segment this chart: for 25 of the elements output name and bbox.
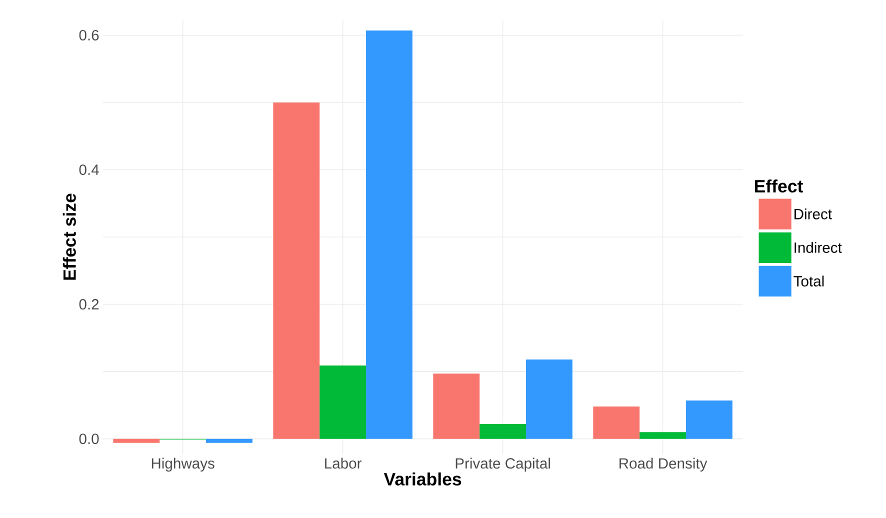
- y-tick-label: 0.6: [79, 30, 99, 41]
- y-tick-label: 0.2: [79, 299, 99, 310]
- x-tick-label: Private Capital: [456, 458, 550, 472]
- bar: [433, 374, 480, 440]
- bar: [320, 366, 366, 440]
- bar: [366, 30, 412, 440]
- legend-title: Effect: [755, 180, 803, 193]
- bar: [640, 432, 686, 440]
- bar: [273, 102, 320, 440]
- y-axis-title: Effect size: [62, 194, 76, 280]
- bar: [206, 439, 252, 444]
- x-tick-label: Highways: [152, 458, 214, 472]
- bar: [526, 360, 572, 440]
- y-tick-label: 0.4: [79, 164, 99, 176]
- legend-label: Total: [794, 276, 824, 287]
- legend-label: Direct: [794, 208, 832, 220]
- bar: [686, 400, 732, 440]
- x-tick-label: Road Density: [620, 458, 708, 472]
- x-tick-label: Labor: [325, 458, 362, 469]
- y-tick-label: 0.0: [79, 434, 99, 444]
- bar: [480, 424, 526, 440]
- x-axis-title: Variables: [384, 472, 462, 486]
- legend-label: Indirect: [794, 242, 842, 254]
- bar: [593, 406, 640, 440]
- bar: [113, 439, 160, 444]
